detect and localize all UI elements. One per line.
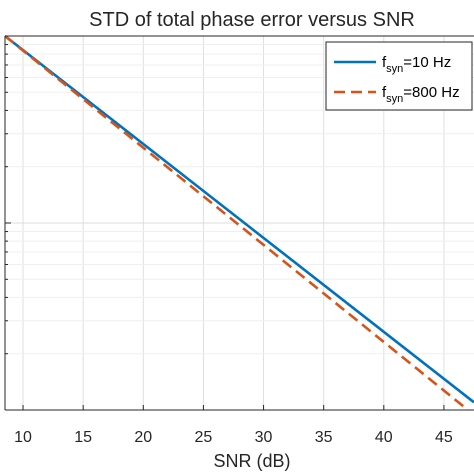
x-tick-label: 15 bbox=[74, 429, 92, 446]
x-tick-label: 35 bbox=[315, 429, 333, 446]
chart-title: STD of total phase error versus SNR bbox=[89, 9, 415, 31]
x-tick-labels: 10 15 20 25 30 35 40 45 bbox=[14, 429, 453, 446]
x-tick-label: 40 bbox=[375, 429, 393, 446]
x-axis-label: SNR (dB) bbox=[213, 451, 290, 471]
series-line-2 bbox=[4, 34, 469, 412]
x-tick-label: 20 bbox=[134, 429, 152, 446]
series-layer bbox=[4, 34, 474, 412]
x-tick-label: 25 bbox=[195, 429, 213, 446]
x-tick-label: 45 bbox=[435, 429, 453, 446]
series-line-1 bbox=[4, 34, 474, 404]
legend-box bbox=[325, 41, 473, 111]
x-tick-label: 30 bbox=[255, 429, 273, 446]
axes bbox=[4, 35, 474, 411]
legend: fsyn=10 Hz fsyn=800 Hz bbox=[325, 41, 473, 111]
x-tick-label: 10 bbox=[14, 429, 32, 446]
legend-label-1: fsyn=10 Hz bbox=[382, 54, 451, 75]
legend-label-2: fsyn=800 Hz bbox=[382, 84, 460, 105]
